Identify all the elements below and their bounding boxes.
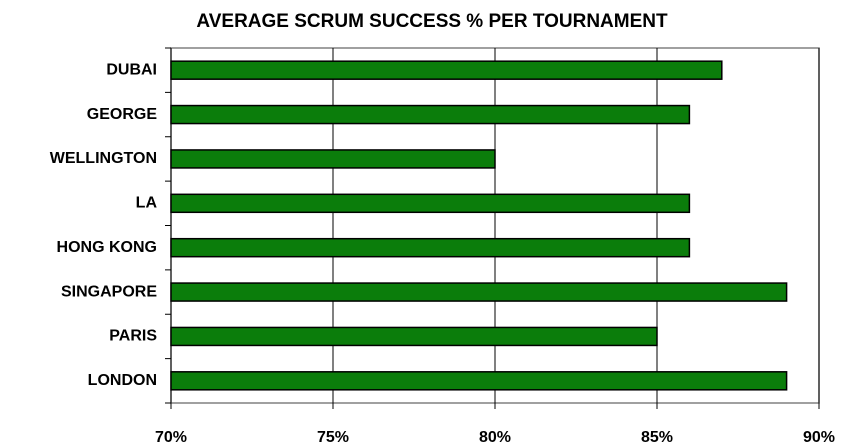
y-tick-label: PARIS bbox=[109, 328, 157, 345]
x-tick-label: 70% bbox=[155, 429, 187, 446]
y-tick-label: LONDON bbox=[88, 372, 157, 389]
y-tick-label: WELLINGTON bbox=[50, 150, 157, 167]
x-tick-label: 85% bbox=[641, 429, 673, 446]
bar bbox=[170, 149, 496, 169]
y-tick-label: LA bbox=[136, 195, 158, 212]
bar bbox=[170, 371, 788, 391]
bar bbox=[170, 60, 723, 80]
bar bbox=[170, 326, 658, 347]
y-tick-label: GEORGE bbox=[87, 106, 158, 123]
x-tick-label: 90% bbox=[803, 429, 835, 446]
bar bbox=[170, 104, 691, 125]
x-tick-label: 75% bbox=[317, 429, 349, 446]
bar bbox=[170, 193, 691, 214]
bar bbox=[170, 237, 691, 258]
x-tick-label: 80% bbox=[479, 429, 511, 446]
y-tick-label: HONG KONG bbox=[57, 239, 157, 256]
chart-title: AVERAGE SCRUM SUCCESS % PER TOURNAMENT bbox=[196, 11, 668, 32]
bar bbox=[170, 282, 788, 302]
y-tick-label: DUBAI bbox=[106, 61, 157, 78]
y-tick-label: SINGAPORE bbox=[61, 283, 157, 300]
